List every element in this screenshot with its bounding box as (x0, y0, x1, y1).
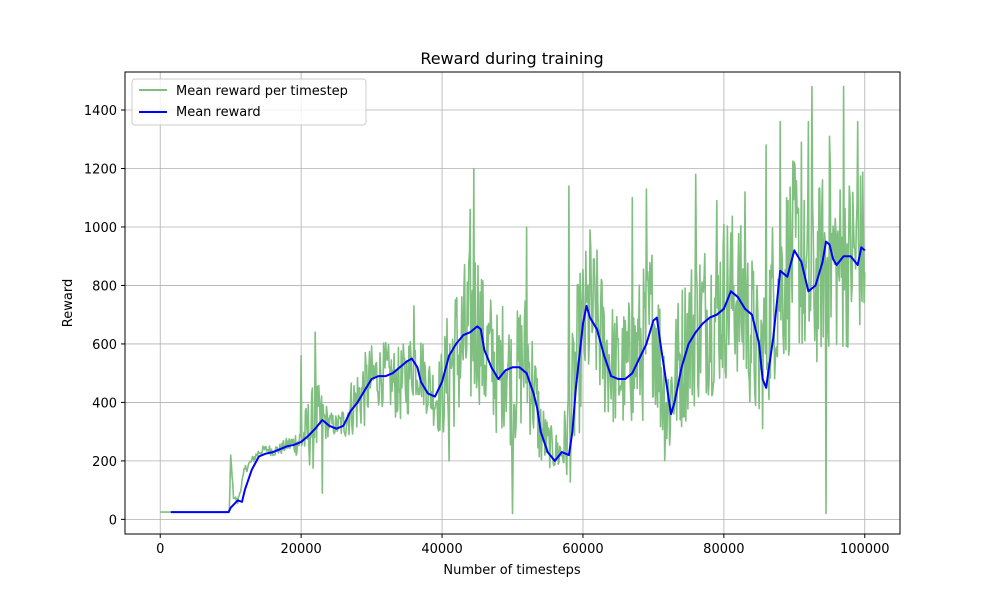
x-tick-label: 20000 (280, 542, 321, 557)
x-axis-label: Number of timesteps (443, 563, 581, 578)
y-tick-label: 0 (109, 513, 117, 528)
x-tick-label: 80000 (703, 542, 744, 557)
y-tick-label: 800 (92, 279, 117, 294)
y-axis-label: Reward (61, 279, 76, 327)
y-tick-label: 200 (92, 455, 117, 470)
plot-area (160, 85, 866, 515)
x-tick-label: 60000 (562, 542, 603, 557)
axis-ticks: 0 20000 40000 60000 80000 100000 0 200 400 600 800… (84, 104, 890, 557)
legend-label-reward-per-timestep: Mean reward per timestep (176, 84, 348, 99)
x-tick-label: 40000 (421, 542, 462, 557)
legend: Mean reward per timestep Mean reward (131, 78, 367, 126)
legend-label-mean-reward: Mean reward (176, 105, 261, 120)
x-tick-label: 100000 (840, 542, 890, 557)
y-tick-label: 400 (92, 396, 117, 411)
legend-box (131, 78, 367, 126)
y-tick-label: 1200 (84, 162, 117, 177)
plot-frame (124, 71, 901, 535)
y-tick-label: 600 (92, 338, 117, 353)
y-tick-label: 1000 (84, 221, 117, 236)
x-tick-label: 0 (156, 542, 164, 557)
chart-title: Reward during training (420, 49, 603, 68)
y-tick-label: 1400 (84, 104, 117, 119)
series-line-mean-reward (170, 240, 866, 514)
